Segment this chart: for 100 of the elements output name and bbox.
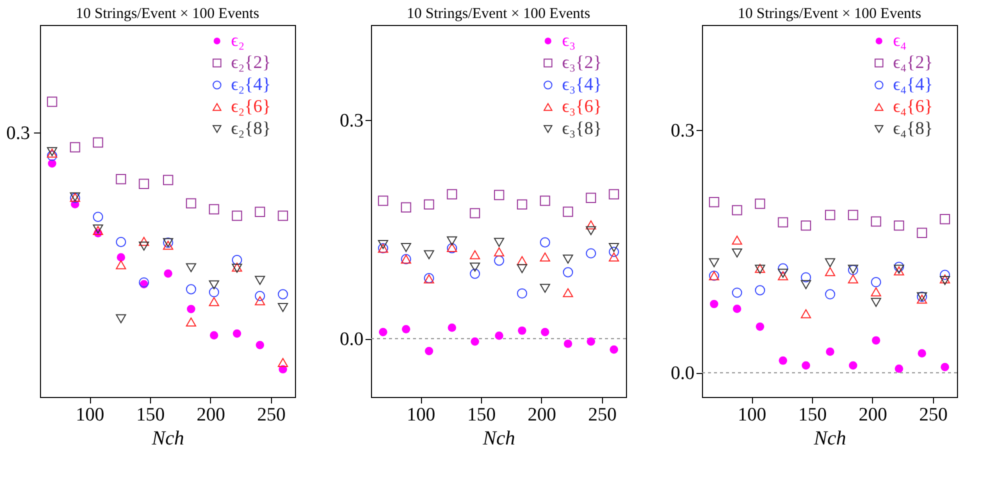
x-tick-label: 250: [257, 404, 286, 426]
point: [378, 328, 388, 336]
point: [210, 331, 218, 340]
point: [586, 226, 596, 236]
legend-label: ϵ₂{8}: [231, 118, 271, 138]
point: [278, 210, 288, 221]
point: [208, 287, 220, 298]
point: [540, 237, 550, 248]
point: [870, 298, 882, 307]
point: [116, 174, 126, 184]
point: [870, 287, 882, 296]
point: [424, 250, 434, 260]
point: [278, 289, 288, 300]
point: [494, 332, 504, 340]
point: [494, 190, 504, 200]
point: [494, 238, 504, 247]
point: [516, 264, 528, 274]
point: [232, 329, 242, 338]
x-tick-label: 150: [798, 404, 827, 426]
point: [778, 268, 788, 278]
point: [872, 336, 880, 345]
x-tick-label: 100: [406, 404, 436, 426]
point: [208, 280, 220, 290]
point: [138, 277, 150, 288]
legend-label: ϵ₃{2}: [562, 52, 602, 72]
point: [46, 96, 58, 107]
x-axis-title: Nch: [812, 428, 846, 450]
x-tick-label: 250: [588, 404, 617, 426]
point: [848, 361, 858, 370]
point: [516, 288, 528, 299]
point: [46, 150, 58, 161]
legend-label: ϵ₂{4}: [231, 74, 271, 94]
point: [586, 248, 596, 258]
point: [446, 236, 458, 246]
point: [562, 267, 574, 278]
point: [608, 252, 620, 262]
point: [708, 258, 720, 268]
legend-label: ϵ₄{8}: [893, 118, 933, 138]
legend-label: ϵ₂: [231, 30, 245, 50]
point: [778, 217, 788, 228]
point: [116, 314, 126, 324]
point: [116, 253, 126, 262]
chart-title: 10 Strings/Event × 100 Events: [406, 6, 590, 22]
point: [70, 142, 80, 152]
point: [586, 192, 596, 203]
point: [254, 206, 266, 217]
point: [540, 328, 550, 336]
point: [470, 262, 480, 272]
point: [186, 263, 196, 272]
legend-label: ϵ₄{6}: [893, 96, 933, 116]
point: [894, 220, 904, 231]
point: [254, 290, 266, 302]
point: [494, 247, 504, 256]
point: [424, 346, 434, 356]
point: [186, 318, 196, 326]
point: [470, 337, 480, 346]
point: [754, 198, 766, 209]
y-tick-label: 0.0: [340, 329, 364, 350]
y-tick-label: 0.0: [670, 363, 694, 384]
point: [92, 212, 104, 222]
point: [754, 285, 766, 296]
point: [470, 208, 480, 218]
legend-label: ϵ₃{4}: [562, 74, 602, 94]
point: [138, 236, 150, 246]
point: [402, 324, 410, 334]
point: [400, 242, 412, 252]
point: [918, 349, 926, 358]
point: [708, 196, 720, 208]
point: [586, 220, 596, 230]
legend-label: ϵ₃{6}: [562, 96, 602, 116]
point: [778, 263, 788, 274]
point: [894, 364, 904, 373]
point: [940, 362, 950, 372]
x-tick-label: 200: [528, 404, 556, 426]
point: [208, 297, 220, 306]
legend-label: ϵ₂{6}: [231, 96, 271, 116]
point: [800, 280, 812, 290]
point: [778, 271, 788, 280]
point: [278, 303, 288, 312]
point: [870, 216, 882, 227]
chart-title: 10 Strings/Event × 100 Events: [738, 6, 922, 22]
x-axis-title: Nch: [150, 428, 184, 450]
point: [800, 272, 812, 282]
point: [470, 250, 480, 260]
point: [494, 256, 504, 266]
point: [940, 276, 950, 286]
point: [186, 284, 196, 294]
point: [562, 254, 574, 264]
point: [540, 252, 550, 262]
point: [802, 361, 810, 370]
legend-label: ϵ₂{2}: [231, 52, 271, 72]
point: [848, 274, 858, 284]
point: [138, 242, 150, 251]
chart-title: 10 Strings/Event × 100 Events: [76, 6, 260, 22]
point: [540, 284, 550, 293]
point: [256, 340, 264, 350]
text: 0.3: [6, 123, 30, 144]
point: [186, 304, 196, 314]
legend-label: ϵ₄{4}: [893, 74, 933, 94]
point: [608, 242, 620, 252]
